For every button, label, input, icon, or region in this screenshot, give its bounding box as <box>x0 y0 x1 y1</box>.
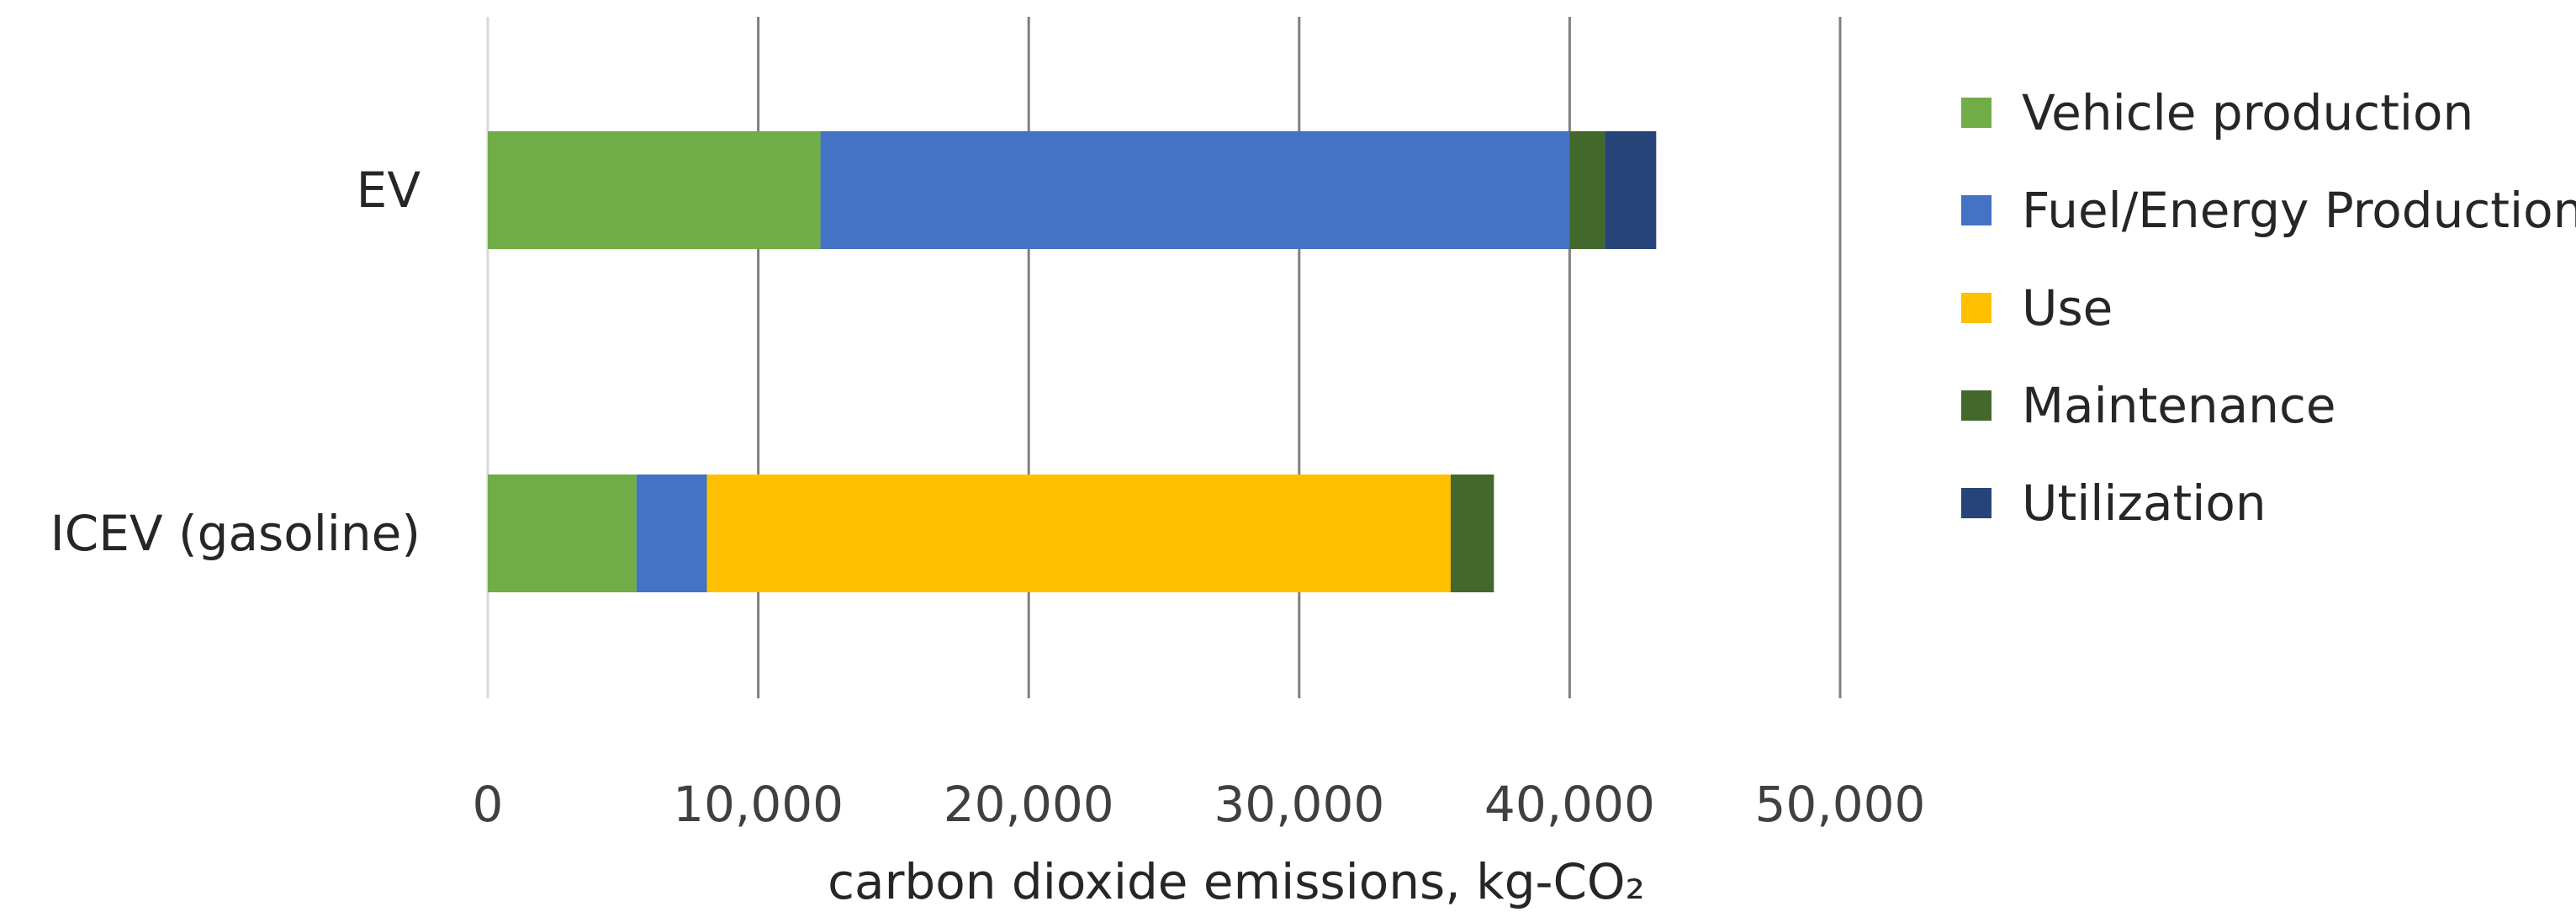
category-label-0: EV <box>357 162 421 219</box>
legend-label-1: Fuel/Energy Production <box>2022 182 2576 239</box>
category-label-1: ICEV (gasoline) <box>50 505 421 562</box>
x-tick-label-3: 30,000 <box>1214 776 1384 833</box>
bar-segment-0-1 <box>820 131 1570 249</box>
legend-swatch-4 <box>1961 488 1992 518</box>
legend-swatch-2 <box>1961 293 1992 323</box>
legend-swatch-0 <box>1961 98 1992 128</box>
bar-segment-1-0 <box>488 475 637 592</box>
legend-swatch-1 <box>1961 195 1992 225</box>
x-tick-label-4: 40,000 <box>1484 776 1655 833</box>
x-tick-label-0: 0 <box>473 776 504 833</box>
x-tick-label-5: 50,000 <box>1755 776 1926 833</box>
x-tick-label-2: 20,000 <box>944 776 1114 833</box>
legend-label-4: Utilization <box>2022 475 2267 532</box>
bar-segment-1-1 <box>636 475 707 592</box>
legend-label-3: Maintenance <box>2022 377 2336 434</box>
legend-swatch-3 <box>1961 390 1992 421</box>
legend-label-2: Use <box>2022 279 2113 337</box>
bar-segment-0-0 <box>488 131 821 249</box>
x-axis-title: carbon dioxide emissions, kg-CO₂ <box>828 853 1645 910</box>
bar-segment-1-3 <box>1450 475 1494 592</box>
bar-segment-0-3 <box>1569 131 1605 249</box>
bar-segment-1-2 <box>706 475 1451 592</box>
legend-label-0: Vehicle production <box>2022 84 2473 141</box>
bar-segment-0-4 <box>1605 131 1657 249</box>
x-tick-label-1: 10,000 <box>673 776 844 833</box>
